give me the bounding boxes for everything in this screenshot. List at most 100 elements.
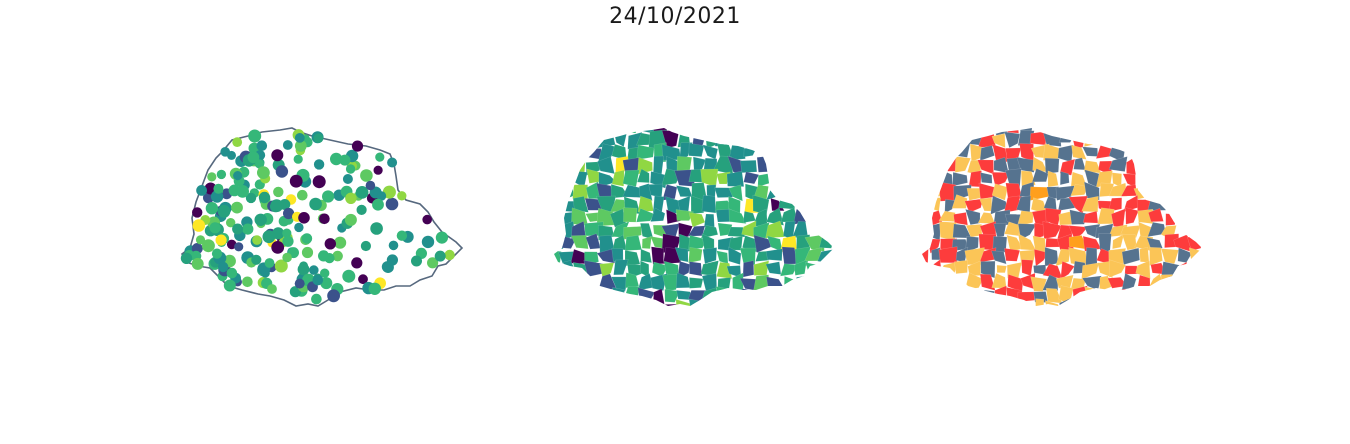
municipality-cell — [805, 262, 821, 278]
municipality-cell — [954, 156, 971, 173]
municipality-cell — [753, 288, 773, 305]
municipality-point — [293, 154, 303, 164]
municipality-cell — [1004, 131, 1021, 149]
municipality-point — [345, 192, 357, 204]
municipality-cell — [753, 234, 772, 253]
municipality-point — [444, 249, 455, 261]
municipality-cell — [558, 183, 575, 202]
municipality-cell — [1109, 288, 1127, 302]
municipality-cell — [614, 130, 628, 148]
categorical-map — [922, 128, 1202, 306]
municipality-cell — [1035, 298, 1045, 306]
municipality-cell — [938, 246, 958, 264]
municipality-point — [365, 180, 376, 191]
municipality-cell — [765, 248, 783, 261]
municipality-point — [234, 242, 244, 252]
municipality-cells — [554, 128, 834, 306]
municipality-point — [289, 286, 301, 298]
municipality-point — [270, 199, 284, 213]
municipality-point — [345, 164, 356, 174]
municipality-cell — [1044, 247, 1059, 267]
municipality-cell — [674, 246, 689, 263]
municipality-cell — [1081, 262, 1100, 280]
municipality-point — [322, 190, 335, 203]
municipality-cell — [979, 145, 995, 162]
municipality-point — [421, 235, 435, 249]
municipality-cell — [636, 208, 655, 223]
municipality-cell — [765, 220, 786, 239]
municipality-point — [271, 241, 285, 254]
municipality-point — [373, 165, 383, 175]
municipality-point — [294, 278, 305, 289]
municipality-point — [267, 284, 277, 294]
municipality-cell — [965, 235, 979, 254]
municipality-point — [386, 254, 398, 266]
municipality-point — [201, 239, 215, 253]
municipality-point — [435, 231, 448, 244]
municipality-cell — [953, 212, 968, 226]
municipality-cell — [1007, 128, 1019, 134]
choropleth-map — [554, 128, 834, 306]
municipality-cell — [613, 259, 629, 276]
municipality-cell — [571, 234, 589, 250]
municipality-cell — [1071, 144, 1087, 160]
municipality-cell — [922, 248, 929, 265]
municipality-point — [218, 261, 229, 273]
municipality-point — [196, 185, 207, 196]
municipality-cell — [978, 289, 995, 304]
municipality-point — [320, 268, 330, 278]
municipality-cell — [926, 222, 942, 241]
map-panel-choropleth — [542, 110, 862, 330]
municipality-point — [397, 191, 407, 201]
municipality-cell — [623, 226, 642, 241]
municipality-point — [324, 238, 336, 250]
municipality-point — [207, 172, 217, 182]
municipality-cell — [1057, 144, 1074, 163]
municipality-cell — [766, 276, 784, 290]
municipality-cell — [1112, 233, 1125, 250]
municipality-point — [396, 230, 408, 241]
municipality-cell — [662, 184, 678, 201]
municipality-cell — [622, 169, 640, 187]
municipality-point — [332, 250, 343, 262]
municipality-cell — [1121, 272, 1137, 290]
municipality-cell — [1058, 133, 1075, 143]
municipality-cell — [1031, 168, 1049, 183]
municipality-cell — [650, 207, 666, 222]
municipality-cell — [663, 303, 679, 306]
municipality-cell — [599, 262, 615, 280]
municipality-point — [344, 213, 357, 226]
municipality-point — [226, 218, 236, 228]
municipality-cell — [689, 261, 703, 277]
figure-title: 24/10/2021 — [609, 4, 741, 29]
municipality-cell — [977, 212, 996, 224]
municipality-cell — [938, 210, 956, 222]
municipality-cell — [585, 129, 604, 147]
municipality-cell — [1120, 289, 1140, 305]
municipality-point — [411, 255, 422, 267]
map-panel-points — [170, 110, 490, 330]
municipality-point — [360, 169, 373, 182]
municipality-cell — [964, 272, 984, 290]
municipality-point — [298, 212, 310, 224]
municipality-point — [319, 213, 330, 225]
municipality-cell — [675, 272, 691, 289]
municipality-cell — [583, 260, 604, 277]
municipality-cell — [993, 222, 1007, 238]
municipality-cell — [1097, 207, 1115, 225]
municipality-cell — [637, 273, 654, 291]
municipality-cell — [611, 169, 625, 187]
municipality-point — [231, 201, 243, 214]
municipality-cell — [638, 183, 653, 201]
municipality-cell — [1021, 259, 1034, 276]
municipality-point — [191, 257, 204, 270]
municipality-point — [257, 166, 270, 179]
municipality-point — [297, 263, 310, 276]
municipality-cell — [728, 208, 747, 224]
municipality-cell — [1084, 130, 1098, 148]
municipality-point — [180, 252, 193, 264]
municipality-cell — [675, 209, 694, 221]
municipality-point — [275, 165, 289, 178]
municipality-point — [258, 191, 271, 204]
municipality-cell — [1121, 247, 1140, 265]
